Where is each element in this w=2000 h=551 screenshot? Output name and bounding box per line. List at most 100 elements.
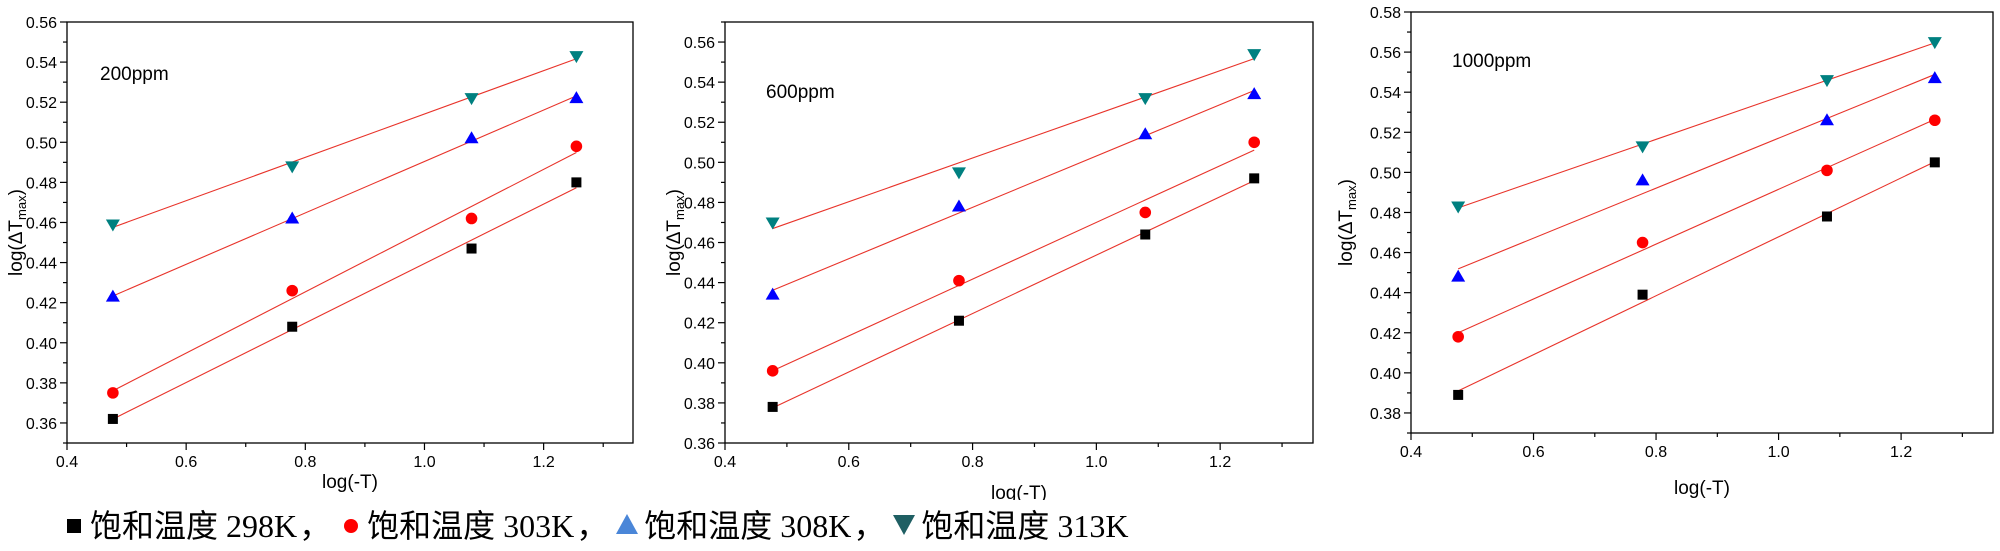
legend: 饱和温度 298K，饱和温度 303K，饱和温度 308K，饱和温度 313K <box>60 503 1129 545</box>
point-298K <box>953 315 964 326</box>
point-298K <box>1249 173 1260 184</box>
point-298K <box>1821 211 1832 222</box>
point-308K <box>765 287 780 300</box>
y-tick-label: 0.44 <box>26 256 57 273</box>
legend-marker-circle <box>344 519 359 533</box>
point-313K <box>1451 201 1466 214</box>
point-308K <box>285 211 300 224</box>
plot-frame <box>724 21 1314 444</box>
y-axis-label: log(ΔTmax) <box>1336 179 1359 266</box>
point-303K <box>286 284 299 297</box>
point-313K <box>765 217 780 230</box>
point-303K <box>1636 236 1649 249</box>
x-tick-label: 0.6 <box>1522 444 1544 461</box>
fit-line-303K <box>112 152 577 392</box>
fit-line-313K <box>112 58 577 228</box>
point-308K <box>1635 173 1650 186</box>
y-tick-label: 0.58 <box>1370 5 1401 22</box>
point-308K <box>951 199 966 212</box>
y-tick-label: 0.56 <box>26 15 57 32</box>
y-tick-label: 0.54 <box>26 55 57 72</box>
point-303K <box>1821 164 1833 177</box>
x-tick-label: 0.4 <box>1400 444 1422 461</box>
point-308K <box>105 289 120 302</box>
point-303K <box>766 365 779 377</box>
legend-separator: ， <box>576 508 609 544</box>
y-tick-label: 0.40 <box>1370 366 1401 383</box>
y-tick-label: 0.44 <box>1370 286 1401 303</box>
y-tick-label: 0.40 <box>684 356 715 373</box>
x-axis-label: log(-T) <box>322 472 378 493</box>
y-tick-label: 0.52 <box>684 115 715 132</box>
fit-line-313K <box>772 58 1255 230</box>
legend-marker-triangle-up <box>616 514 639 534</box>
point-308K <box>464 131 479 144</box>
legend-item: 饱和温度 303K， <box>337 501 614 547</box>
point-298K <box>1453 389 1464 400</box>
point-303K <box>1929 114 1941 127</box>
fit-line-308K <box>1457 73 1936 270</box>
x-tick-label: 0.6 <box>838 454 860 471</box>
fit-line-298K <box>112 187 577 420</box>
point-303K <box>1452 330 1464 343</box>
x-axis-label: log(-T) <box>1674 478 1730 499</box>
point-313K <box>1927 37 1942 50</box>
point-298K <box>107 413 118 424</box>
fit-line-303K <box>772 149 1255 372</box>
point-308K <box>1819 113 1834 126</box>
x-tick-label: 1.0 <box>413 454 435 471</box>
point-313K <box>951 167 966 180</box>
legend-label: 饱和温度 303K <box>367 508 575 544</box>
y-tick-label: 0.38 <box>684 396 715 413</box>
point-298K <box>287 321 298 332</box>
point-308K <box>1451 269 1466 282</box>
panel-label: 1000ppm <box>1452 51 1531 72</box>
legend-item: 饱和温度 298K， <box>60 501 337 547</box>
point-313K <box>1819 75 1834 88</box>
x-tick-label: 1.2 <box>533 454 555 471</box>
x-tick-label: 0.8 <box>961 454 983 471</box>
legend-label: 饱和温度 298K <box>90 508 298 544</box>
y-tick-label: 0.46 <box>1370 246 1401 263</box>
legend-marker-square <box>67 519 81 533</box>
point-303K <box>1248 136 1260 149</box>
legend-item: 饱和温度 308K， <box>614 501 891 547</box>
fit-line-308K <box>772 90 1255 291</box>
point-308K <box>1138 127 1153 140</box>
y-tick-label: 0.52 <box>26 95 57 112</box>
panel-600ppm: 0.4 0.6 0.8 1.0 1.2 0.36 0.38 0.40 0.42 0.44 0.46 0… <box>664 21 1314 500</box>
plot-frame <box>66 21 634 444</box>
x-tick-label: 1.2 <box>1209 454 1231 471</box>
point-298K <box>571 177 582 188</box>
y-tick-label: 0.36 <box>26 416 57 433</box>
y-tick-label: 0.38 <box>26 376 57 393</box>
y-tick-label: 0.50 <box>684 155 715 172</box>
fit-line-308K <box>112 95 577 297</box>
point-313K <box>569 51 584 64</box>
charts-figure: 0.4 0.6 0.8 1.0 1.20.360.380.400.420.440.460… <box>6 5 1994 500</box>
x-tick-label: 0.6 <box>175 454 197 471</box>
point-308K <box>1247 87 1262 100</box>
point-313K <box>285 161 300 174</box>
point-303K <box>107 387 119 399</box>
y-tick-label: 0.56 <box>1370 45 1401 62</box>
y-tick-label: 0.48 <box>684 195 715 212</box>
point-298K <box>1637 289 1648 300</box>
point-313K <box>1635 141 1650 154</box>
point-298K <box>1929 157 1940 168</box>
point-313K <box>1247 49 1262 62</box>
point-298K <box>466 243 477 254</box>
point-313K <box>1138 93 1153 106</box>
point-308K <box>569 91 584 104</box>
y-tick-label: 0.36 <box>684 436 715 453</box>
x-tick-label: 0.8 <box>294 454 316 471</box>
panel-label: 600ppm <box>766 82 835 103</box>
panel-200ppm: 0.4 0.6 0.8 1.0 1.2 0.36 0.38 0.40 0.42 0.44 0.46 0… <box>6 15 634 493</box>
y-tick-label: 0.40 <box>26 336 57 353</box>
y-tick-label: 0.46 <box>26 215 57 232</box>
legend-marker-triangle-down <box>893 515 916 535</box>
panel-label: 200ppm <box>100 64 169 85</box>
y-axis-label: log(ΔTmax) <box>6 189 29 276</box>
point-303K <box>570 140 583 153</box>
point-303K <box>1139 206 1152 219</box>
